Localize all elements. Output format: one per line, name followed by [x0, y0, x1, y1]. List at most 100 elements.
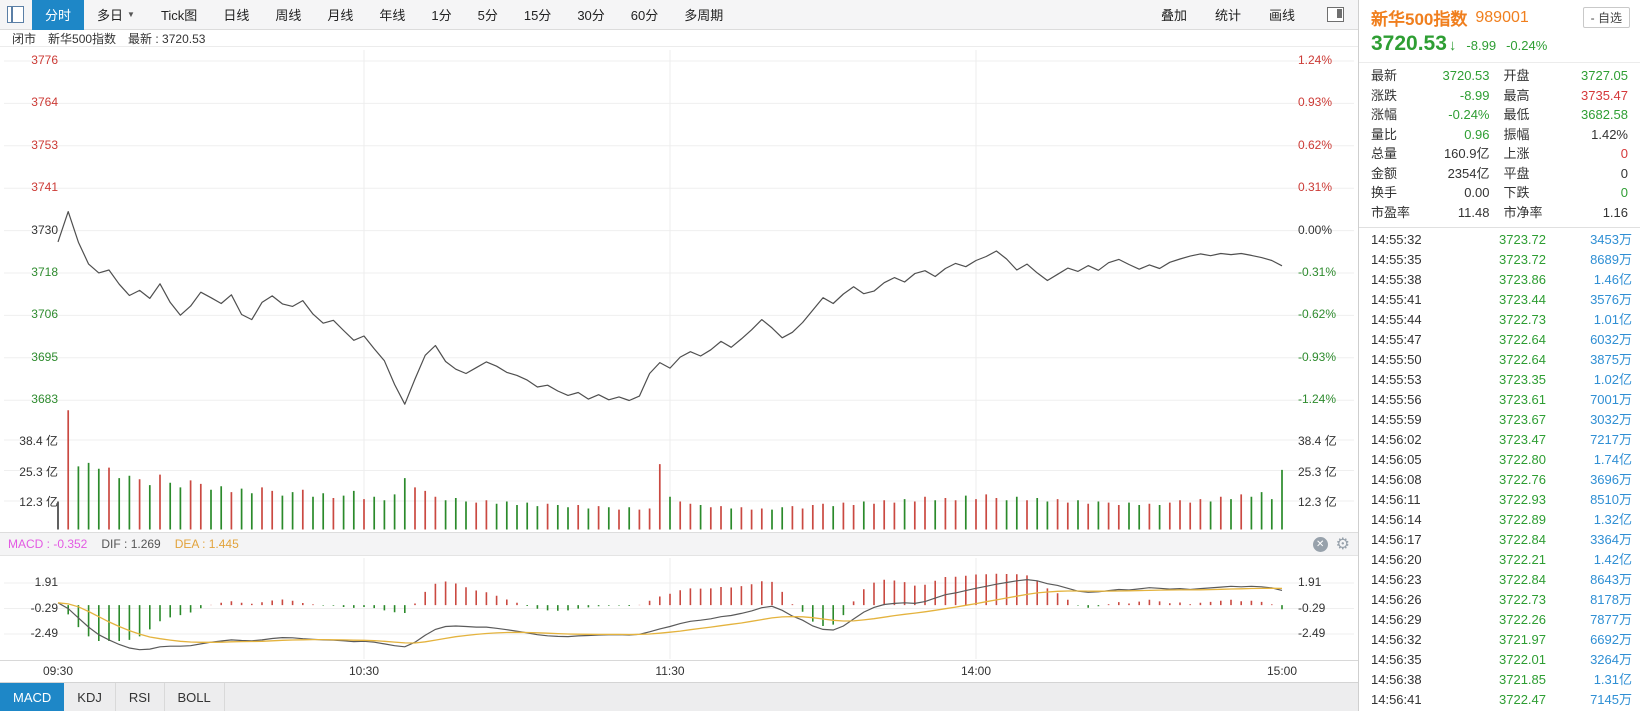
period-tab-9[interactable]: 5分: [465, 0, 511, 30]
stat-label: 市盈率: [1371, 204, 1411, 220]
period-tab-label: 5分: [477, 8, 498, 23]
tick-row: 14:55:47 3722.64 6032万: [1371, 330, 1632, 350]
period-tab-label: 周线: [275, 8, 302, 23]
tick-price: 3722.76: [1499, 472, 1546, 487]
tick-vol: 6692万: [1590, 632, 1632, 647]
axis-label: 3695: [31, 349, 58, 364]
period-tab-13[interactable]: 多周期: [671, 0, 736, 30]
chevron-down-icon: ▼: [127, 10, 135, 19]
tick-price: 3722.21: [1499, 552, 1546, 567]
period-tab-label: 多周期: [684, 8, 724, 23]
tick-price: 3723.44: [1499, 292, 1546, 307]
axis-label: -0.29: [30, 600, 58, 615]
tick-time: 14:56:23: [1371, 572, 1422, 587]
toolbar-action-2[interactable]: 统计: [1214, 8, 1241, 23]
indicator-tab-kdj[interactable]: KDJ: [64, 683, 116, 711]
stat-label: 开盘: [1503, 68, 1530, 83]
axis-label: -2.49: [1298, 626, 1326, 640]
stat-value: 0.00: [1464, 185, 1490, 200]
tick-row: 14:56:20 3722.21 1.42亿: [1371, 550, 1632, 570]
tick-time: 14:55:47: [1371, 332, 1422, 347]
period-tab-3[interactable]: Tick图: [148, 0, 210, 30]
stat-row: 总量 160.9亿 上涨 0: [1371, 144, 1628, 164]
toolbar-action-1[interactable]: 叠加: [1160, 8, 1187, 23]
tick-vol: 3696万: [1590, 472, 1632, 487]
stat-label: 上涨: [1503, 146, 1530, 161]
period-tab-label: Tick图: [160, 8, 198, 23]
tick-time: 14:55:53: [1371, 372, 1422, 387]
axis-label: 1.91: [34, 575, 58, 589]
stat-value: 3720.53: [1442, 68, 1490, 83]
panel-toggle-icon[interactable]: [1327, 7, 1344, 22]
tick-price: 3723.67: [1499, 412, 1546, 427]
tick-time: 14:56:20: [1371, 552, 1422, 567]
time-axis: 09:30 10:30 11:30 14:00 15:00: [0, 660, 1358, 682]
period-tab-10[interactable]: 15分: [511, 0, 564, 30]
stat-row: 最新 3720.53 开盘 3727.05: [1371, 66, 1628, 86]
tick-vol: 7145万: [1590, 692, 1632, 707]
tick-time: 14:56:32: [1371, 632, 1422, 647]
axis-label: 3764: [31, 95, 58, 110]
tick-time: 14:56:02: [1371, 432, 1422, 447]
axis-label: 25.3 亿: [1298, 464, 1337, 479]
tick-row: 14:55:59 3723.67 3032万: [1371, 410, 1632, 430]
period-tab-5[interactable]: 周线: [262, 0, 314, 30]
tick-vol: 8178万: [1590, 592, 1632, 607]
period-tab-6[interactable]: 月线: [314, 0, 366, 30]
gear-icon[interactable]: ⚙: [1335, 535, 1350, 553]
tick-vol: 8510万: [1590, 492, 1632, 507]
period-tab-2[interactable]: 多日 ▼: [84, 0, 148, 30]
tick-row: 14:55:50 3722.64 3875万: [1371, 350, 1632, 370]
axis-label: -0.93%: [1298, 349, 1337, 364]
tick-row: 14:56:35 3722.01 3264万: [1371, 650, 1632, 670]
tick-vol: 3032万: [1590, 412, 1632, 427]
tick-price: 3722.47: [1499, 692, 1546, 707]
stat-value: 3682.58: [1581, 107, 1628, 122]
tick-vol: 1.74亿: [1593, 452, 1632, 467]
period-tab-8[interactable]: 1分: [418, 0, 464, 30]
tick-row: 14:56:17 3722.84 3364万: [1371, 530, 1632, 550]
indicator-tab-boll[interactable]: BOLL: [165, 683, 225, 711]
indicator-tab-macd[interactable]: MACD: [0, 683, 65, 711]
stat-value: -8.99: [1459, 87, 1490, 103]
stat-value: 3735.47: [1581, 87, 1628, 103]
period-tab-4[interactable]: 日线: [210, 0, 262, 30]
period-tab-7[interactable]: 年线: [366, 0, 418, 30]
tick-time: 14:56:26: [1371, 592, 1422, 607]
watchlist-remove-button[interactable]: - 自选: [1582, 7, 1630, 28]
stat-value: 11.48: [1457, 204, 1490, 220]
toolbar-action-3[interactable]: 画线: [1268, 8, 1295, 23]
tick-row: 14:56:02 3723.47 7217万: [1371, 430, 1632, 450]
quote-code: 989001: [1475, 8, 1529, 26]
period-tab-11[interactable]: 30分: [564, 0, 617, 30]
close-indicator-icon[interactable]: ✕: [1312, 536, 1328, 552]
axis-label: -0.62%: [1298, 307, 1337, 322]
stat-label: 涨幅: [1371, 107, 1398, 122]
tick-time: 14:55:50: [1371, 352, 1422, 367]
stat-row: 涨跌 -8.99 最高 3735.47: [1371, 86, 1628, 106]
axis-label: 3753: [31, 137, 58, 152]
tick-vol: 1.42亿: [1593, 552, 1632, 567]
tick-row: 14:55:38 3723.86 1.46亿: [1371, 270, 1632, 290]
chart-canvas[interactable]: [0, 0, 1358, 711]
stat-label: 涨跌: [1371, 87, 1398, 103]
period-tab-12[interactable]: 60分: [618, 0, 671, 30]
tick-row: 14:56:08 3722.76 3696万: [1371, 470, 1632, 490]
indicator-tab-rsi[interactable]: RSI: [116, 683, 165, 711]
period-tab-label: 15分: [523, 8, 552, 23]
tick-price: 3722.73: [1499, 592, 1546, 607]
period-tab-1[interactable]: 分时: [32, 0, 85, 30]
tick-row: 14:56:41 3722.47 7145万: [1371, 690, 1632, 710]
tick-vol: 3264万: [1590, 652, 1632, 667]
tick-vol: 8643万: [1590, 572, 1632, 587]
market-status-bar: 闭市 新华500指数 最新 : 3720.53: [0, 30, 1358, 47]
tick-vol: 1.02亿: [1593, 372, 1632, 387]
last-price-label: 最新 : 3720.53: [128, 31, 206, 46]
stat-value: 1.16: [1602, 204, 1628, 220]
tick-time: 14:55:59: [1371, 412, 1422, 427]
time-tick-label: 11:30: [655, 664, 685, 678]
axis-label: 1.24%: [1298, 53, 1333, 67]
period-tab-label: 分时: [45, 8, 72, 23]
axis-label: 0.31%: [1298, 180, 1333, 195]
layout-toggle-icon[interactable]: [7, 6, 24, 23]
